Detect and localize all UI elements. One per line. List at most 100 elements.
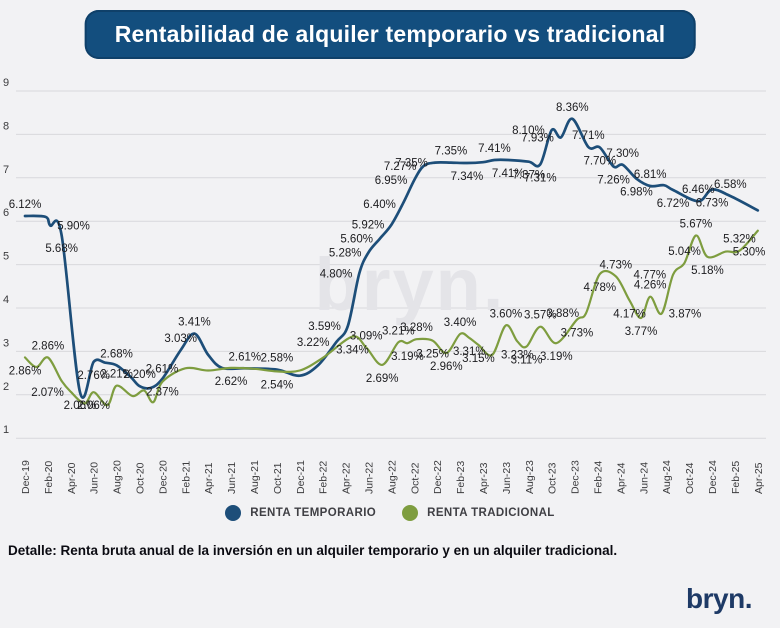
svg-text:Oct-24: Oct-24 (684, 462, 696, 494)
svg-text:4: 4 (3, 294, 9, 306)
data-label: 4.80% (320, 268, 353, 280)
series-line-temporario (23, 117, 760, 399)
data-label: 3.22% (297, 337, 330, 349)
svg-text:Feb-22: Feb-22 (318, 461, 330, 494)
data-label: 3.15% (462, 353, 495, 365)
data-label: 3.09% (350, 330, 383, 342)
data-label: 7.41% (492, 168, 525, 180)
svg-text:3: 3 (3, 337, 9, 349)
data-label: 4.17% (613, 309, 646, 321)
data-label: 7.93% (521, 132, 554, 144)
svg-text:Aug-23: Aug-23 (524, 460, 536, 494)
chart-legend: RENTA TEMPORARIO RENTA TRADICIONAL (0, 505, 780, 521)
svg-text:Aug-22: Aug-22 (386, 460, 398, 494)
detail-note-text: Renta bruta anual de la inversión en un … (56, 543, 618, 558)
svg-text:Dec-24: Dec-24 (707, 460, 719, 494)
data-label: 7.34% (451, 171, 484, 183)
data-label: 7.70% (583, 155, 616, 167)
svg-text:Dec-20: Dec-20 (157, 460, 169, 494)
data-label: 2.68% (100, 348, 133, 360)
svg-text:7: 7 (3, 164, 9, 176)
svg-text:Aug-21: Aug-21 (249, 460, 261, 494)
data-label: 2.58% (261, 353, 294, 365)
svg-text:Oct-20: Oct-20 (135, 462, 147, 494)
data-label: 2.37% (146, 387, 179, 399)
svg-text:Oct-22: Oct-22 (409, 462, 421, 494)
data-label: 3.88% (546, 308, 579, 320)
data-label: 7.31% (524, 172, 557, 184)
legend-dot-tradicional-icon (402, 505, 419, 521)
watermark: bryn. (315, 243, 506, 326)
data-label: 5.68% (45, 243, 78, 255)
data-label: 6.12% (9, 199, 42, 211)
data-label: 3.19% (540, 351, 573, 363)
data-label: 3.87% (669, 309, 702, 321)
data-label: 5.92% (352, 220, 385, 232)
data-label: 7.30% (606, 148, 639, 160)
data-label: 6.98% (620, 187, 653, 199)
legend-item-tradicional: RENTA TRADICIONAL (402, 505, 555, 521)
svg-text:Apr-22: Apr-22 (341, 462, 353, 494)
brand-logo: bryn. (686, 583, 752, 614)
data-label: 3.31% (453, 346, 486, 358)
data-label: 2.62% (215, 376, 248, 388)
data-label: 7.35% (395, 158, 428, 170)
svg-text:Jun-20: Jun-20 (89, 462, 101, 494)
data-label: 6.40% (363, 199, 396, 211)
data-label: 4.77% (633, 270, 666, 282)
legend-item-temporario: RENTA TEMPORARIO (225, 505, 376, 521)
data-label: 2.61% (229, 351, 262, 363)
page-title: Rentabilidad de alquiler temporario vs t… (84, 10, 696, 59)
data-label: 7.35% (435, 146, 468, 158)
data-label: 2.06% (77, 400, 110, 412)
data-label: 2.69% (366, 373, 399, 385)
svg-text:Feb-25: Feb-25 (730, 461, 742, 494)
data-label: 3.03% (164, 333, 197, 345)
svg-text:Dec-23: Dec-23 (570, 460, 582, 494)
svg-text:Jun-21: Jun-21 (226, 462, 238, 494)
legend-label-temporario: RENTA TEMPORARIO (250, 507, 377, 519)
svg-text:Oct-21: Oct-21 (272, 462, 284, 494)
data-label: 2.61% (146, 363, 179, 375)
data-label: 3.59% (308, 321, 341, 333)
data-label: 8.10% (512, 125, 545, 137)
detail-note: Detalle: Renta bruta anual de la inversi… (8, 543, 708, 558)
svg-text:9: 9 (3, 77, 9, 89)
data-label: 5.90% (57, 221, 90, 233)
data-label: 5.30% (733, 247, 766, 259)
chart-area: 1 2 3 4 5 6 7 8 9 bryn. Dec-19 Feb-20 Apr-20 Jun-20 Au… (3, 77, 766, 494)
svg-text:Jun-24: Jun-24 (638, 462, 650, 494)
svg-text:1: 1 (3, 424, 9, 436)
data-label: 3.28% (400, 322, 433, 334)
data-label: 2.07% (31, 387, 64, 399)
svg-text:Apr-23: Apr-23 (478, 462, 490, 494)
svg-text:Aug-24: Aug-24 (661, 460, 673, 494)
data-label: 2.86% (9, 365, 42, 377)
series-line-tradicional (23, 229, 759, 407)
svg-text:Dec-19: Dec-19 (20, 460, 32, 494)
data-label: 3.25% (416, 349, 449, 361)
svg-text:8: 8 (3, 120, 9, 132)
svg-text:Dec-22: Dec-22 (432, 460, 444, 494)
legend-dot-temporario-icon (225, 505, 242, 521)
svg-text:Feb-21: Feb-21 (180, 461, 192, 494)
svg-text:Apr-21: Apr-21 (203, 462, 215, 494)
svg-text:Dec-21: Dec-21 (295, 460, 307, 494)
data-label: 7.27% (384, 161, 417, 173)
data-label: 2.20% (123, 369, 156, 381)
data-label: 5.18% (691, 265, 724, 277)
data-label: 3.77% (625, 326, 658, 338)
data-label: 3.73% (561, 328, 594, 340)
data-label: 2.06% (64, 400, 97, 412)
detail-note-label: Detalle: (8, 543, 57, 558)
chart-canvas: 1 2 3 4 5 6 7 8 9 bryn. Dec-19 Feb-20 Apr-20 Jun-20 Au… (3, 77, 766, 494)
data-label: 7.26% (597, 175, 630, 187)
data-label: 4.78% (583, 282, 616, 294)
data-label: 7.71% (572, 130, 605, 142)
data-label: 5.32% (723, 234, 756, 246)
data-label: 5.67% (680, 219, 713, 231)
svg-text:Feb-20: Feb-20 (43, 461, 55, 494)
data-label: 4.73% (600, 259, 633, 271)
svg-text:Jun-22: Jun-22 (364, 462, 376, 494)
data-label: 2.76% (77, 370, 110, 382)
